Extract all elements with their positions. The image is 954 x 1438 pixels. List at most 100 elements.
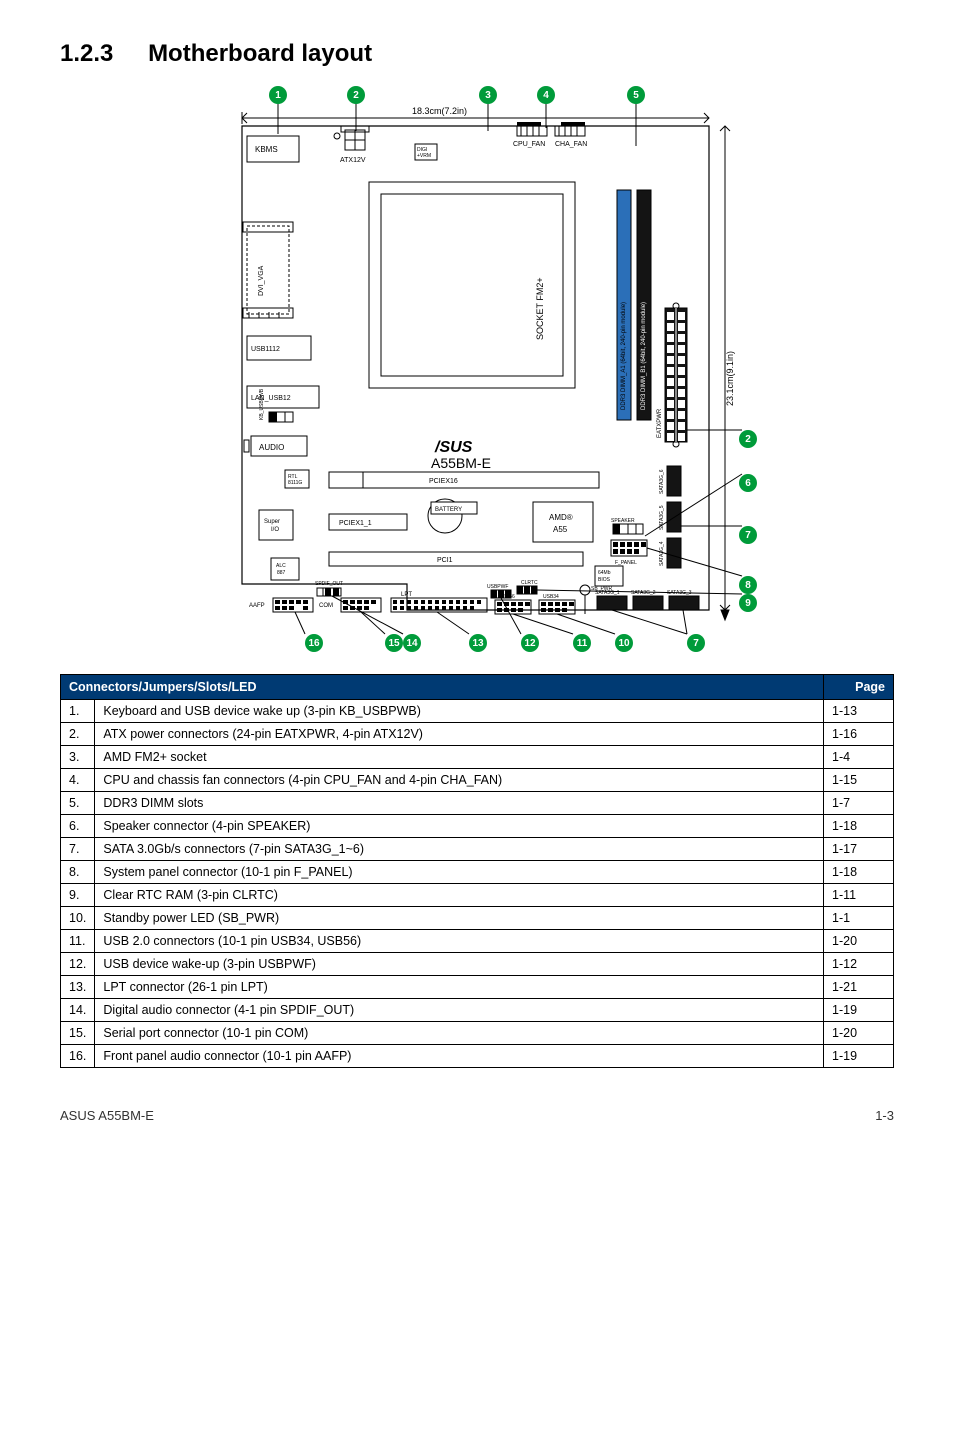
table-row: 5.DDR3 DIMM slots1-7 — [61, 792, 894, 815]
table-row: 12.USB device wake-up (3-pin USBPWF)1-12 — [61, 953, 894, 976]
row-page: 1-19 — [824, 999, 894, 1022]
row-page: 1-18 — [824, 861, 894, 884]
svg-text:+VRM: +VRM — [417, 153, 431, 159]
table-row: 14.Digital audio connector (4-1 pin SPDI… — [61, 999, 894, 1022]
dim-width-label: 18.3cm(7.2in) — [412, 106, 467, 116]
dimm-b-label: DDR3 DIMM_B1 (64bit, 240-pin module) — [641, 302, 647, 410]
row-index: 10. — [61, 907, 95, 930]
callout-badge: 10 — [615, 634, 633, 652]
row-page: 1-18 — [824, 815, 894, 838]
fpanel-label: F_PANEL — [615, 560, 637, 566]
sata6-label: SATA3G_6 — [659, 469, 665, 494]
row-desc: Serial port connector (10-1 pin COM) — [95, 1022, 824, 1045]
table-row: 4.CPU and chassis fan connectors (4-pin … — [61, 769, 894, 792]
row-desc: Speaker connector (4-pin SPEAKER) — [95, 815, 824, 838]
svg-text:BIOS: BIOS — [598, 577, 611, 583]
table-row: 3.AMD FM2+ socket1-4 — [61, 746, 894, 769]
row-page: 1-12 — [824, 953, 894, 976]
usb1112-label: USB1112 — [251, 346, 280, 353]
callout-badge: 14 — [403, 634, 421, 652]
table-row: 15.Serial port connector (10-1 pin COM)1… — [61, 1022, 894, 1045]
sata4-label: SATA3G_4 — [659, 541, 665, 566]
row-index: 1. — [61, 700, 95, 723]
section-title-text: Motherboard layout — [148, 40, 372, 67]
table-header-left: Connectors/Jumpers/Slots/LED — [61, 675, 824, 700]
callout-badge: 2 — [739, 430, 757, 448]
table-row: 9.Clear RTC RAM (3-pin CLRTC)1-11 — [61, 884, 894, 907]
row-desc: LPT connector (26-1 pin LPT) — [95, 976, 824, 999]
row-index: 8. — [61, 861, 95, 884]
alc-label: ALC — [276, 563, 286, 569]
kb-usbpwb-jumper — [269, 412, 293, 422]
callout-badge: 16 — [305, 634, 323, 652]
table-row: 1.Keyboard and USB device wake up (3-pin… — [61, 700, 894, 723]
row-desc: USB device wake-up (3-pin USBPWF) — [95, 953, 824, 976]
superio-label: Super — [264, 519, 280, 525]
battery-label: BATTERY — [435, 507, 462, 513]
table-row: 2.ATX power connectors (24-pin EATXPWR, … — [61, 723, 894, 746]
row-index: 12. — [61, 953, 95, 976]
page-footer: ASUS A55BM-E 1-3 — [60, 1108, 894, 1123]
row-index: 13. — [61, 976, 95, 999]
callout-badge: 5 — [627, 86, 645, 104]
callout-badge: 9 — [739, 594, 757, 612]
row-index: 2. — [61, 723, 95, 746]
row-page: 1-16 — [824, 723, 894, 746]
dim-height-label: 23.1cm(9.1in) — [725, 351, 735, 406]
usb34-header — [539, 600, 575, 614]
pciex1-label: PCIEX1_1 — [339, 520, 372, 527]
usb34-label: USB34 — [543, 594, 559, 600]
row-page: 1-19 — [824, 1045, 894, 1068]
usb56-header — [495, 600, 531, 614]
lan-label: LAN_USB12 — [251, 395, 291, 402]
svg-text:I/O: I/O — [271, 527, 279, 533]
row-index: 14. — [61, 999, 95, 1022]
callout-badge: 15 — [385, 634, 403, 652]
row-page: 1-20 — [824, 1022, 894, 1045]
callout-badge: 8 — [739, 576, 757, 594]
cpu-fan-header — [517, 122, 547, 136]
audio-label: AUDIO — [259, 443, 284, 452]
section-heading: 1.2.3 Motherboard layout — [60, 40, 894, 68]
bios-label: 64Mb — [598, 570, 611, 576]
eatxpwr-connector — [665, 303, 687, 447]
svg-text:887: 887 — [277, 570, 286, 576]
com-header — [341, 598, 381, 612]
usbpwf-label: USBPWF — [487, 584, 508, 590]
kbms-label: KBMS — [255, 145, 278, 154]
pciex16-label: PCIEX16 — [429, 478, 458, 485]
dvi-label: DVI_VGA — [258, 265, 265, 296]
callout-badge: 13 — [469, 634, 487, 652]
row-page: 1-20 — [824, 930, 894, 953]
callout-badge: 2 — [347, 86, 365, 104]
row-desc: SATA 3.0Gb/s connectors (7-pin SATA3G_1~… — [95, 838, 824, 861]
atx12v-label: ATX12V — [340, 157, 366, 164]
row-desc: Standby power LED (SB_PWR) — [95, 907, 824, 930]
table-row: 10.Standby power LED (SB_PWR)1-1 — [61, 907, 894, 930]
row-desc: USB 2.0 connectors (10-1 pin USB34, USB5… — [95, 930, 824, 953]
callout-badge: 4 — [537, 86, 555, 104]
svg-text:A55: A55 — [553, 525, 568, 534]
row-index: 11. — [61, 930, 95, 953]
table-row: 11.USB 2.0 connectors (10-1 pin USB34, U… — [61, 930, 894, 953]
row-page: 1-1 — [824, 907, 894, 930]
connectors-table: Connectors/Jumpers/Slots/LED Page 1.Keyb… — [60, 674, 894, 1068]
row-page: 1-4 — [824, 746, 894, 769]
spdif-label: SPDIF_OUT — [315, 581, 343, 587]
row-index: 5. — [61, 792, 95, 815]
row-desc: DDR3 DIMM slots — [95, 792, 824, 815]
callout-badge: 11 — [573, 634, 591, 652]
row-page: 1-17 — [824, 838, 894, 861]
row-desc: CPU and chassis fan connectors (4-pin CP… — [95, 769, 824, 792]
row-index: 6. — [61, 815, 95, 838]
row-page: 1-21 — [824, 976, 894, 999]
row-desc: Front panel audio connector (10-1 pin AA… — [95, 1045, 824, 1068]
row-desc: Clear RTC RAM (3-pin CLRTC) — [95, 884, 824, 907]
callout-badge: 7 — [739, 526, 757, 544]
callout-badge: 12 — [521, 634, 539, 652]
row-index: 15. — [61, 1022, 95, 1045]
row-desc: Digital audio connector (4-1 pin SPDIF_O… — [95, 999, 824, 1022]
row-page: 1-13 — [824, 700, 894, 723]
row-index: 4. — [61, 769, 95, 792]
callout-badge: 1 — [269, 86, 287, 104]
